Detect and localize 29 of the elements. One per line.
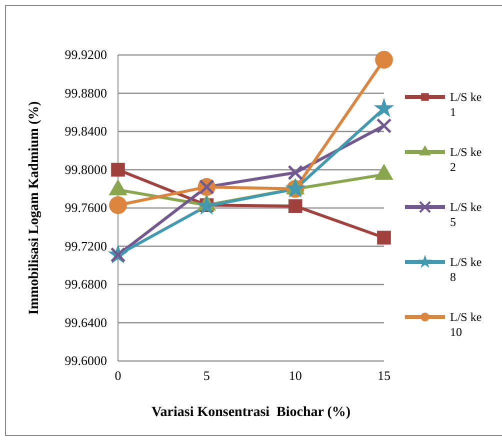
y-tick-label: 99.8000 — [64, 162, 107, 177]
legend-label: L/S ke 8 — [450, 255, 482, 284]
y-tick-label: 99.6000 — [64, 353, 107, 368]
legend-label: L/S ke 5 — [450, 200, 482, 229]
y-tick-label: 99.6800 — [64, 276, 107, 292]
x-tick-label: 10 — [288, 368, 302, 384]
y-axis-title: Immobilisasi Logam Kadmium (%) — [27, 100, 42, 315]
point — [376, 118, 392, 134]
y-tick-label: 99.6400 — [64, 314, 107, 330]
legend-label: L/S ke 1 — [450, 90, 482, 119]
point — [374, 98, 394, 118]
y-tick-label: 99.9200 — [64, 47, 107, 62]
x-tick-label: 5 — [203, 368, 210, 384]
point — [377, 230, 391, 245]
x-axis-title: Variasi Konsentrasi Biochar (%) — [151, 405, 351, 420]
point — [196, 195, 217, 215]
x-tick-label: 0 — [114, 368, 122, 384]
y-tick-label: 99.8800 — [64, 85, 107, 100]
point — [109, 196, 127, 214]
legend-label: L/S ke 10 — [450, 310, 482, 339]
point — [288, 199, 302, 213]
x-tick-label: 15 — [378, 368, 390, 384]
point — [375, 50, 393, 69]
point — [111, 162, 125, 177]
y-tick-label: 99.7200 — [64, 238, 107, 254]
y-tick-label: 99.7600 — [64, 200, 107, 216]
legend-label: L/S ke 2 — [450, 145, 482, 174]
y-tick-label: 99.8400 — [64, 124, 107, 139]
point — [288, 164, 304, 180]
